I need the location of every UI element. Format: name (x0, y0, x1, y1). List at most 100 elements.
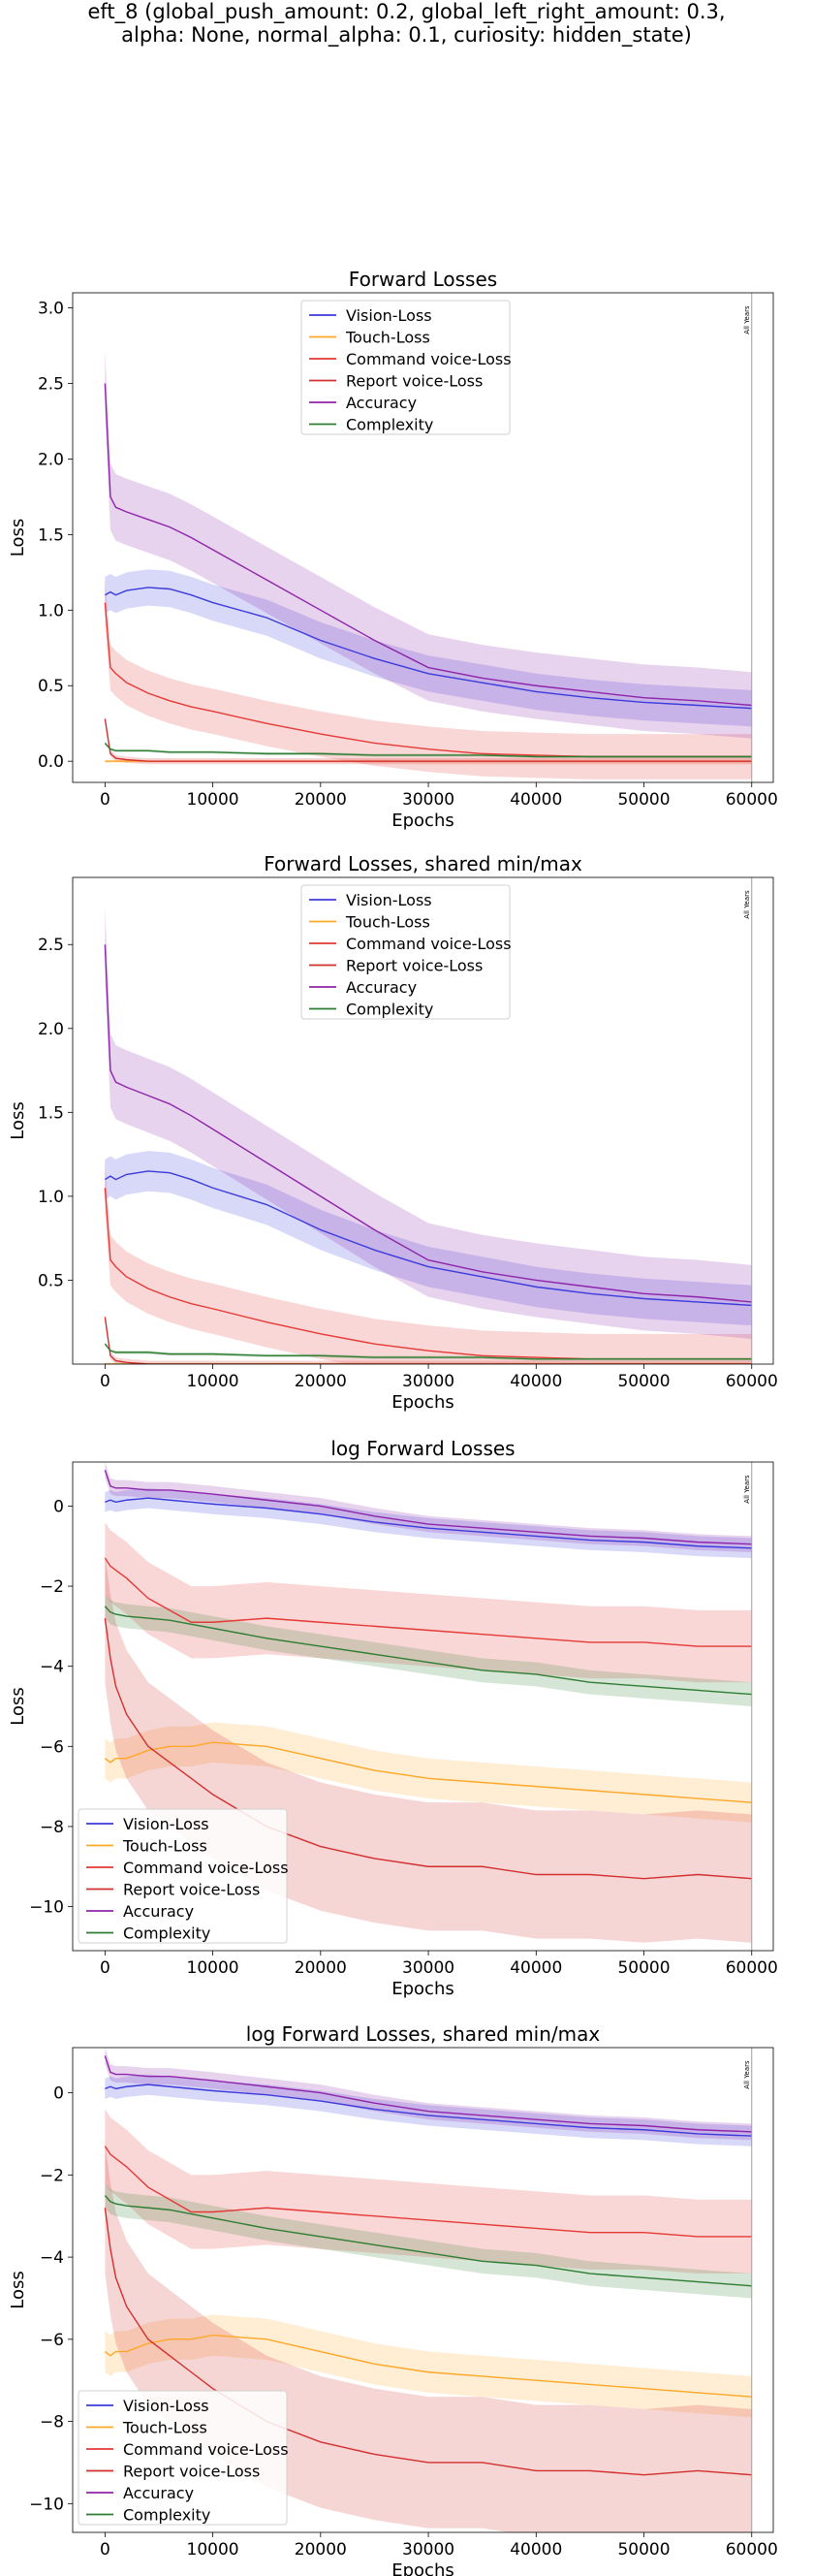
x-tick-label: 40000 (510, 2540, 562, 2560)
plot-area (104, 907, 752, 1364)
x-axis-label: Epochs (391, 1392, 454, 1413)
series-line-complexity (104, 743, 752, 758)
y-tick-label: 2.5 (38, 936, 64, 955)
legend-box (300, 300, 511, 435)
x-axis-label: Epochs (391, 1979, 454, 1999)
series-line-accuracy (104, 383, 752, 707)
marker-vline-label: All Years (743, 2060, 751, 2089)
legend-box (300, 884, 511, 1020)
y-tick-label: 1.0 (38, 601, 64, 620)
y-tick-label: 1.5 (38, 525, 64, 545)
y-tick-label: −6 (40, 1737, 64, 1757)
series-line-report (104, 1317, 752, 1364)
x-tick-label: 50000 (617, 2540, 670, 2560)
series-line-vision (104, 1170, 752, 1307)
chart-3: log Forward Losses All Years 0 10000 20000 30… (8, 1437, 778, 1999)
y-tick-label: 0.0 (38, 752, 64, 772)
y-tick-label: −2 (40, 1577, 64, 1597)
x-tick-label: 40000 (510, 790, 562, 810)
series-line-report (104, 2208, 752, 2476)
chart-title: log Forward Losses, shared min/max (246, 2022, 601, 2046)
marker-vline-label: All Years (743, 890, 751, 919)
x-tick-label: 0 (100, 2540, 110, 2560)
band-complexity (105, 2182, 752, 2299)
x-tick-label: 10000 (187, 1958, 239, 1978)
legend-label-report: Report voice-Loss (346, 957, 483, 975)
x-tick-label: 60000 (726, 1372, 778, 1391)
axes-frame (72, 1461, 774, 1952)
legend-box (78, 2390, 288, 2526)
y-axis-label: Loss (8, 1687, 28, 1725)
legend-label-report: Report voice-Loss (123, 2463, 260, 2481)
series-line-accuracy (104, 1470, 752, 1545)
band-report (105, 716, 752, 765)
series-line-vision (105, 1497, 752, 1549)
y-tick-label: −8 (40, 1818, 64, 1837)
chart-2: Forward Losses, shared min/max All Years 0… (8, 852, 778, 1413)
legend-label-command: Command voice-Loss (123, 1859, 289, 1877)
legend-label-vision: Vision-Loss (123, 1815, 209, 1833)
legend-box (78, 1808, 288, 1944)
legend-label-vision: Vision-Loss (346, 891, 432, 909)
legend-label-accuracy: Accuracy (123, 1902, 194, 1921)
x-tick-label: 10000 (187, 1372, 239, 1391)
chart-title: log Forward Losses (330, 1437, 515, 1460)
x-tick-label: 30000 (402, 1958, 454, 1978)
x-tick-label: 40000 (510, 1958, 562, 1978)
series-line-complexity (104, 1343, 752, 1360)
legend-label-report: Report voice-Loss (123, 1881, 260, 1899)
band-command (105, 1162, 752, 1364)
series-line-complexity (104, 1606, 752, 1696)
y-axis-label: Loss (8, 2271, 28, 2308)
y-tick-label: 0.5 (38, 1271, 64, 1290)
y-tick-label: 1.0 (38, 1188, 64, 1207)
x-axis-label: Epochs (391, 811, 454, 831)
y-tick-label: 2.0 (38, 1020, 64, 1039)
band-accuracy (105, 2048, 752, 2141)
y-tick-label: 1.5 (38, 1103, 64, 1123)
axes-frame (72, 292, 774, 783)
x-tick-label: 0 (100, 1372, 110, 1391)
y-tick-label: 0 (53, 1497, 64, 1516)
suptitle-line-2: alpha: None, normal_alpha: 0.1, curiosit… (121, 23, 692, 47)
y-tick-label: 0 (53, 2084, 64, 2104)
x-tick-label: 20000 (295, 790, 347, 810)
series-line-touch (104, 2334, 752, 2398)
x-tick-label: 10000 (187, 2540, 239, 2560)
y-tick-label: −4 (40, 2248, 64, 2268)
chart-title: Forward Losses, shared min/max (264, 852, 582, 875)
x-tick-label: 50000 (617, 790, 670, 810)
x-tick-label: 60000 (726, 1958, 778, 1978)
series-line-vision (105, 2083, 752, 2137)
y-tick-label: −10 (29, 1898, 64, 1918)
plot-area (104, 350, 752, 779)
legend-label-touch: Touch-Loss (122, 2419, 207, 2437)
y-tick-label: −6 (40, 2331, 64, 2350)
legend-label-command: Command voice-Loss (346, 935, 512, 953)
band-command (105, 580, 752, 779)
x-tick-label: 50000 (617, 1958, 670, 1978)
x-tick-label: 0 (100, 790, 110, 810)
y-tick-label: −2 (40, 2166, 64, 2185)
legend-label-complexity: Complexity (123, 1924, 210, 1943)
legend: Vision-Loss Touch-Loss Command voice-Loss R… (300, 884, 512, 1020)
band-vision (105, 569, 752, 727)
series-line-report (104, 1618, 752, 1880)
axes-frame (72, 2047, 774, 2533)
legend-label-complexity: Complexity (346, 1001, 433, 1019)
legend-label-report: Report voice-Loss (346, 372, 483, 391)
series-line-touch (104, 1741, 752, 1803)
x-tick-label: 20000 (295, 2540, 347, 2560)
band-accuracy (105, 1462, 752, 1552)
marker-vline-label: All Years (743, 305, 751, 334)
band-complexity (105, 1594, 752, 1706)
legend: Vision-Loss Touch-Loss Command voice-Loss R… (78, 1808, 289, 1944)
chart-4: log Forward Losses, shared min/max All Ye… (8, 2022, 778, 2576)
x-tick-label: 20000 (295, 1958, 347, 1978)
legend: Vision-Loss Touch-Loss Command voice-Loss R… (300, 300, 512, 435)
y-tick-label: −4 (40, 1658, 64, 1677)
legend-label-accuracy: Accuracy (123, 2484, 194, 2502)
marker-vline-label: All Years (743, 1475, 751, 1504)
y-tick-label: −8 (40, 2413, 64, 2433)
